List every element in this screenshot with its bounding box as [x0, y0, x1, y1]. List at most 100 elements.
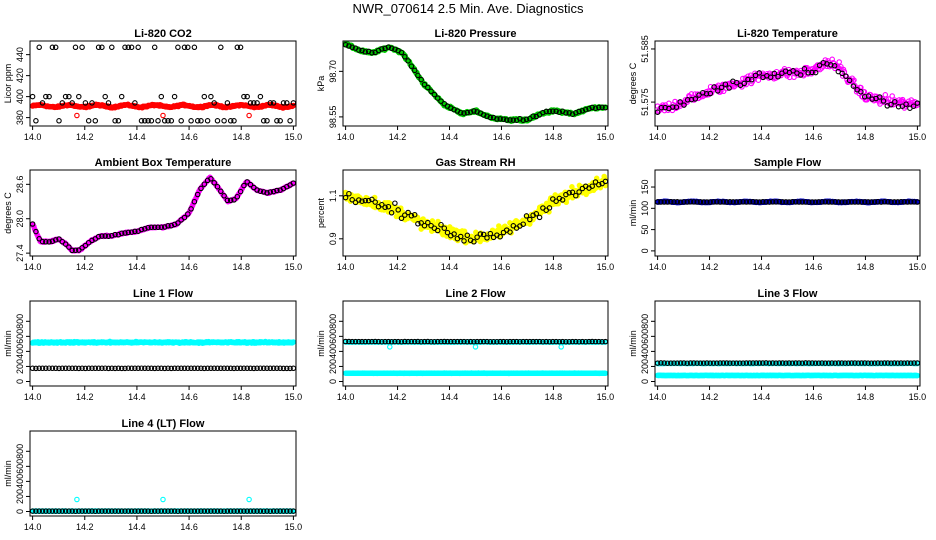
data-point: [208, 365, 214, 372]
data-point: [185, 211, 191, 217]
data-point: [352, 338, 359, 345]
data-point: [214, 183, 221, 190]
x-tick-label: 14.6: [493, 132, 511, 142]
y-tick-label: 400: [15, 89, 25, 104]
x-tick-label: 14.4: [441, 132, 459, 142]
data-point: [231, 197, 237, 203]
data-point: [658, 104, 665, 111]
data-point: [865, 93, 872, 99]
data-point: [829, 199, 835, 205]
x-tick-label: 14.0: [337, 392, 355, 402]
data-point: [201, 93, 208, 100]
plot-area: [655, 360, 920, 379]
data-point: [39, 365, 46, 372]
data-point: [743, 360, 750, 366]
data-point: [208, 176, 214, 182]
data-point: [59, 365, 66, 372]
data-point: [62, 241, 69, 247]
data-point: [191, 365, 198, 372]
data-point: [746, 360, 753, 366]
data-point: [369, 338, 375, 345]
y-axis-label: percent: [316, 197, 326, 228]
data-point: [513, 338, 520, 345]
data-point: [411, 211, 418, 218]
data-point: [658, 199, 664, 205]
data-point: [868, 360, 875, 366]
data-point: [737, 360, 743, 366]
data-point: [62, 365, 69, 372]
data-point: [280, 100, 287, 106]
data-point: [227, 118, 234, 124]
data-point: [145, 224, 151, 231]
data-point: [191, 198, 198, 205]
data-point: [218, 188, 224, 195]
data-point: [201, 181, 208, 187]
data-point: [241, 365, 247, 372]
data-point: [756, 199, 763, 205]
data-point: [145, 365, 151, 372]
data-point: [118, 230, 125, 237]
y-tick-label: 98.70: [328, 60, 338, 83]
x-tick-label: 14.2: [76, 132, 94, 142]
y-tick-label: 0: [15, 379, 25, 384]
data-point: [592, 338, 599, 345]
data-point: [165, 118, 171, 124]
data-point: [69, 247, 75, 254]
x-tick-label: 14.8: [232, 132, 250, 142]
data-point: [888, 360, 894, 366]
data-point: [527, 216, 533, 223]
data-point: [832, 199, 838, 205]
data-point: [852, 199, 858, 205]
data-point: [809, 199, 815, 205]
y-tick-label: 1.1: [328, 190, 338, 203]
data-point: [733, 360, 740, 366]
data-point: [125, 44, 132, 51]
data-point: [52, 237, 59, 243]
data-point: [911, 199, 917, 205]
data-point: [484, 113, 490, 119]
data-point: [382, 45, 388, 52]
data-point: [829, 360, 835, 366]
y-axis-label: kPa: [316, 76, 326, 92]
y-tick-label: 600: [15, 329, 25, 344]
data-point: [839, 199, 845, 205]
data-point: [878, 199, 884, 205]
x-tick-label: 14.2: [701, 132, 719, 142]
data-point: [775, 73, 781, 80]
data-point: [188, 206, 194, 212]
data-point: [171, 93, 178, 100]
data-point: [145, 118, 151, 124]
data-point: [168, 118, 175, 124]
data-point: [891, 199, 898, 205]
data-point: [33, 228, 39, 235]
data-point: [33, 118, 39, 124]
data-point: [586, 338, 592, 345]
data-point: [402, 212, 408, 218]
data-point: [138, 226, 145, 233]
x-tick-label: 14.6: [805, 392, 823, 402]
data-point: [812, 199, 819, 205]
data-point: [871, 360, 878, 366]
data-point: [806, 199, 812, 205]
data-point: [707, 90, 714, 97]
x-tick-label: 14.8: [232, 262, 250, 272]
data-point: [480, 231, 487, 238]
data-point: [510, 117, 517, 123]
data-point: [592, 105, 599, 111]
data-point: [871, 199, 878, 205]
x-tick-label: 14.2: [701, 262, 719, 272]
data-point: [523, 338, 530, 345]
data-point: [421, 81, 428, 88]
data-point: [237, 44, 244, 51]
data-point: [82, 100, 89, 106]
plot-area: [343, 41, 608, 124]
data-point: [553, 338, 559, 345]
data-point: [421, 338, 428, 345]
y-tick-label: 0.9: [328, 233, 338, 246]
data-point: [122, 365, 128, 372]
data-point: [365, 197, 372, 204]
y-tick-label: 400: [328, 344, 338, 359]
data-point: [168, 222, 175, 229]
